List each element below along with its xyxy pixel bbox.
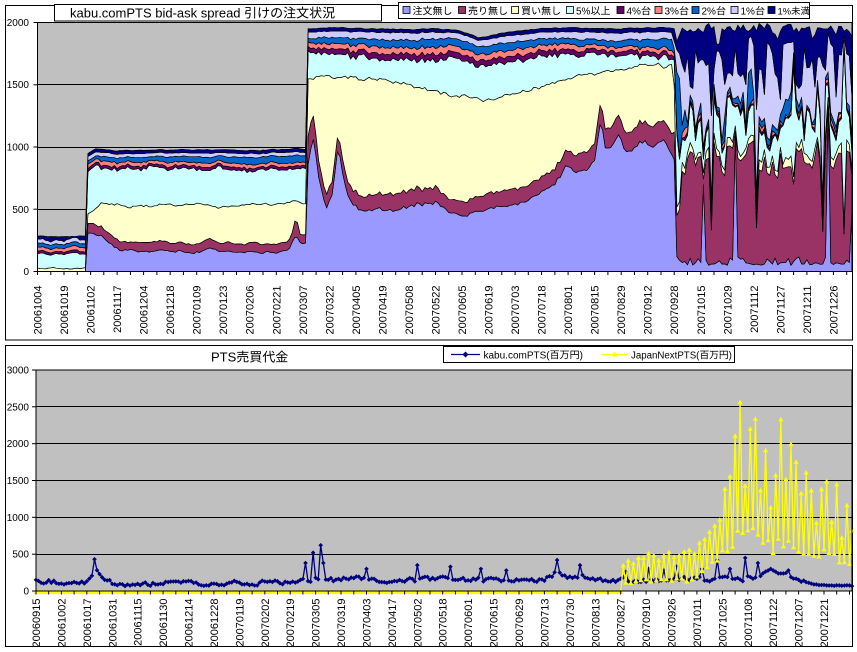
svg-text:20071127: 20071127 [775,286,787,334]
svg-text:1000: 1000 [7,513,30,524]
svg-text:1%: 1% [778,5,792,16]
svg-text:20061117: 20061117 [112,286,124,333]
svg-text:20070123: 20070123 [218,286,230,335]
svg-text:kabu.comPTS bid-ask spread: kabu.comPTS bid-ask spread [70,6,241,21]
svg-text:500: 500 [12,550,29,561]
svg-text:20061218: 20061218 [165,286,177,335]
svg-text:2%: 2% [702,6,717,17]
svg-text:20070615: 20070615 [489,599,501,648]
svg-text:20070605: 20070605 [457,286,469,335]
svg-text:20070829: 20070829 [616,286,628,335]
svg-text:2500: 2500 [7,402,30,413]
svg-text:1000: 1000 [7,143,30,154]
svg-text:20070730: 20070730 [565,599,577,648]
svg-text:20070417: 20070417 [387,599,399,648]
svg-text:20070928: 20070928 [669,286,681,335]
svg-text:20061115: 20061115 [133,599,145,646]
svg-text:20070109: 20070109 [192,286,204,335]
svg-text:20071025: 20071025 [717,599,729,648]
svg-text:20070801: 20070801 [563,286,575,335]
svg-text:20070813: 20070813 [590,599,602,648]
svg-text:20070629: 20070629 [514,599,526,648]
svg-text:20061228: 20061228 [209,599,221,648]
svg-text:20070827: 20070827 [616,599,628,648]
svg-text:20061004: 20061004 [33,286,45,335]
svg-text:20061102: 20061102 [86,286,98,334]
svg-text:): ) [580,350,583,361]
svg-text:20070926: 20070926 [667,599,679,648]
svg-text:kabu.comPTS(: kabu.comPTS( [484,350,551,361]
svg-text:1500: 1500 [7,80,30,91]
svg-text:2000: 2000 [7,18,30,29]
svg-text:20070518: 20070518 [438,599,450,648]
svg-text:20070703: 20070703 [510,286,522,335]
svg-text:20071211: 20071211 [802,286,814,334]
svg-text:20071122: 20071122 [768,599,780,647]
svg-text:20070912: 20070912 [643,286,655,335]
svg-text:20070322: 20070322 [324,286,336,335]
svg-text:20061130: 20061130 [158,599,170,647]
svg-text:20070221: 20070221 [271,286,283,335]
svg-text:20071011: 20071011 [692,599,704,647]
svg-text:20061017: 20061017 [82,599,94,648]
svg-text:20061214: 20061214 [184,599,196,648]
svg-text:20070405: 20070405 [351,286,363,335]
svg-text:20070619: 20070619 [484,286,496,335]
svg-text:20061002: 20061002 [56,599,68,648]
svg-text:20071015: 20071015 [696,286,708,335]
svg-text:20071226: 20071226 [828,286,840,335]
svg-text:1%: 1% [741,6,756,17]
svg-text:20070508: 20070508 [404,286,416,335]
svg-text:20070718: 20070718 [537,286,549,335]
svg-text:20070815: 20070815 [590,286,602,335]
svg-text:20070403: 20070403 [362,599,374,648]
svg-text:20060915: 20060915 [31,599,43,648]
svg-text:20070319: 20070319 [336,599,348,648]
svg-text:20071112: 20071112 [749,286,761,333]
svg-text:2000: 2000 [7,439,30,450]
svg-text:20070119: 20070119 [234,599,246,647]
svg-text:4%: 4% [627,6,642,17]
svg-text:3000: 3000 [7,366,30,377]
svg-text:20070713: 20070713 [539,599,551,648]
svg-text:PTS: PTS [211,350,237,365]
svg-text:20071207: 20071207 [794,599,806,648]
svg-text:5%: 5% [576,6,591,17]
svg-text:20070219: 20070219 [285,599,297,648]
svg-text:20070502: 20070502 [412,599,424,648]
svg-text:20071221: 20071221 [819,599,831,648]
svg-text:1500: 1500 [7,476,30,487]
svg-text:20070305: 20070305 [311,599,323,648]
svg-text:20070206: 20070206 [245,286,257,335]
svg-text:500: 500 [12,205,29,216]
svg-text:20070522: 20070522 [431,286,443,335]
svg-text:20070202: 20070202 [260,599,272,648]
svg-text:20070910: 20070910 [641,599,653,648]
svg-text:JapanNextPTS(: JapanNextPTS( [631,350,700,361]
svg-text:): ) [729,350,732,361]
svg-text:3%: 3% [665,6,680,17]
svg-text:20061019: 20061019 [59,286,71,335]
svg-text:20061204: 20061204 [139,286,151,335]
svg-text:20061031: 20061031 [107,599,119,648]
svg-text:20071108: 20071108 [743,599,755,647]
svg-text:0: 0 [23,267,29,278]
svg-text:0: 0 [23,587,29,598]
svg-text:20071029: 20071029 [722,286,734,335]
svg-text:20070601: 20070601 [463,599,475,648]
svg-text:20070419: 20070419 [377,286,389,335]
svg-text:20070307: 20070307 [298,286,310,335]
